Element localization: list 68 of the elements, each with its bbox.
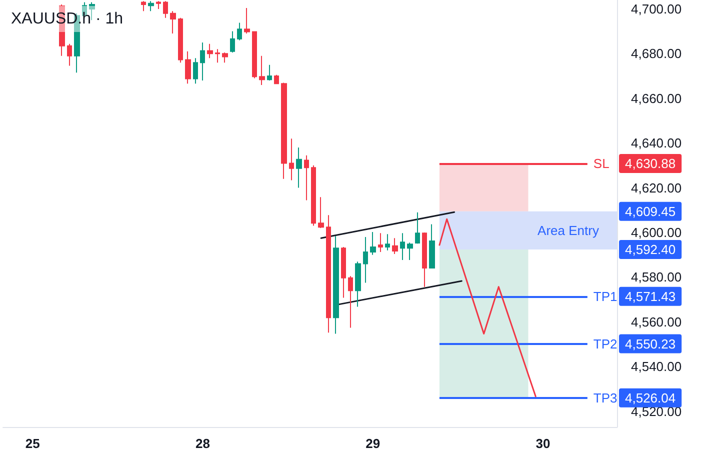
candlestick: [193, 58, 198, 84]
candlestick: [67, 43, 72, 66]
candlestick: [392, 238, 398, 254]
y-tick-label: 4,600.00: [631, 225, 682, 240]
y-tick-label: 4,540.00: [631, 359, 682, 374]
ref-line-label: TP2: [593, 336, 618, 352]
text: 4,592.40: [625, 242, 676, 257]
candlestick: [207, 43, 213, 59]
candlestick: [341, 246, 346, 298]
candlestick: [385, 234, 390, 251]
candlestick: [274, 74, 279, 84]
text: 4,630.88: [625, 156, 676, 171]
candlestick: [296, 147, 302, 188]
candlestick: [289, 138, 294, 181]
candlestick: [281, 82, 287, 180]
candlestick: [244, 8, 250, 34]
candlestick: [407, 242, 413, 260]
candlestick: [355, 261, 361, 308]
candlestick: [222, 52, 228, 64]
y-tick-label: 4,520.00: [631, 404, 682, 419]
candlestick: [378, 232, 383, 252]
candlestick: [318, 196, 324, 229]
candlestick: [252, 30, 257, 79]
candlestick: [363, 236, 368, 284]
candlestick: [400, 232, 405, 260]
candlestick: [215, 48, 220, 64]
candlestick: [185, 50, 191, 84]
candlestick: [333, 236, 339, 334]
candlestick: [415, 212, 420, 244]
candlestick: [237, 22, 242, 41]
candlestick: [148, 0, 154, 12]
candlestick: [429, 224, 435, 269]
x-tick-label: 30: [536, 436, 550, 451]
ref-line-label: TP1: [593, 288, 618, 304]
text: 4,609.45: [625, 204, 676, 219]
y-tick-label: 4,580.00: [631, 270, 682, 285]
x-tick-label: 28: [196, 436, 210, 451]
ref-line-label: SL: [593, 156, 610, 171]
x-tick-label: 29: [366, 436, 380, 451]
candlestick: [311, 164, 316, 226]
line-series: [438, 218, 536, 398]
candlestick: [170, 10, 176, 34]
candlestick: [259, 55, 265, 86]
candlestick: [326, 214, 331, 334]
y-tick-label: 4,660.00: [631, 90, 682, 106]
candlestick: [348, 276, 353, 328]
candlestick: [230, 30, 235, 54]
ref-line-label: TP3: [593, 390, 618, 406]
candlestick: [422, 232, 427, 288]
y-tick-label: 4,700.00: [631, 1, 682, 16]
y-tick-label: 4,620.00: [631, 180, 682, 196]
candlestick: [370, 232, 376, 256]
y-tick-label: 4,680.00: [631, 46, 682, 62]
band-label: Area Entry: [538, 222, 600, 238]
candlestick: [163, 0, 168, 18]
candlestick: [267, 64, 272, 81]
x-tick-label: 25: [25, 436, 40, 451]
text: 4,526.04: [625, 390, 676, 406]
y-tick-label: 4,560.00: [631, 314, 682, 330]
candlestick: [304, 154, 309, 201]
text: 4,550.23: [625, 336, 676, 352]
candlestick: [178, 17, 183, 64]
text: 4,571.43: [625, 288, 676, 304]
candlestick: [141, 0, 146, 12]
candlestick: [200, 42, 205, 81]
candlestick: [156, 0, 161, 10]
text: XAUUSD.h · 1h: [11, 10, 124, 28]
y-tick-label: 4,640.00: [631, 136, 682, 151]
